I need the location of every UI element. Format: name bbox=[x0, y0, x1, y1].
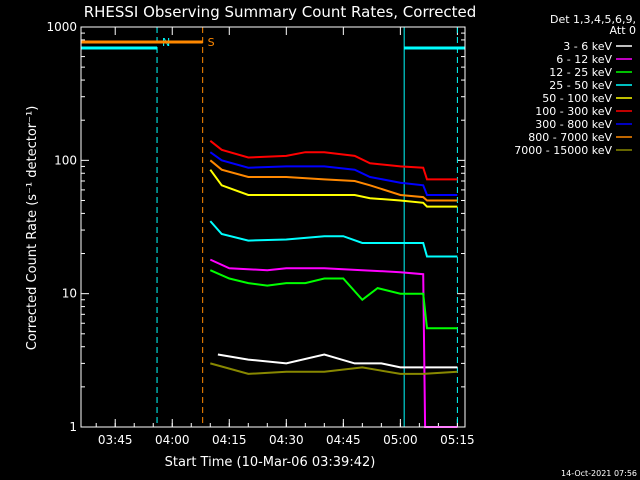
legend-label: 300 - 800 keV bbox=[535, 118, 612, 131]
x-tick-label: 05:15 bbox=[440, 433, 475, 447]
series-line bbox=[209, 169, 458, 208]
series-line bbox=[209, 258, 458, 428]
timestamp: 14-Oct-2021 07:56 bbox=[561, 469, 637, 478]
legend-label: 6 - 12 keV bbox=[556, 53, 612, 66]
legend-header: Att 0 bbox=[610, 24, 636, 37]
x-tick-label: 03:45 bbox=[98, 433, 133, 447]
legend-label: 12 - 25 keV bbox=[549, 66, 612, 79]
legend-label: 800 - 7000 keV bbox=[528, 131, 612, 144]
x-tick-label: 04:00 bbox=[155, 433, 190, 447]
x-tick-label: 05:00 bbox=[383, 433, 418, 447]
chart-title: RHESSI Observing Summary Count Rates, Co… bbox=[84, 3, 477, 21]
legend-label: 50 - 100 keV bbox=[542, 92, 612, 105]
plot-area: 1 10 100 1000 03:45 04:00 04:15 04:30 04:45 05:00… bbox=[46, 20, 474, 447]
legend-label: 25 - 50 keV bbox=[549, 79, 612, 92]
series-line bbox=[217, 353, 458, 369]
y-tick-label: 10 bbox=[62, 287, 77, 301]
y-tick-label: 100 bbox=[54, 153, 77, 167]
series-line bbox=[209, 151, 458, 196]
annotation-label: S bbox=[208, 36, 215, 49]
series-line bbox=[209, 269, 458, 330]
series-line bbox=[209, 159, 458, 202]
legend-label: 7000 - 15000 keV bbox=[514, 144, 612, 157]
legend-label: 3 - 6 keV bbox=[563, 40, 612, 53]
series-line bbox=[210, 362, 458, 375]
y-axis-label: Corrected Count Rate (s⁻¹ detector⁻¹) bbox=[25, 106, 40, 351]
x-tick-label: 04:30 bbox=[269, 433, 304, 447]
y-tick-label: 1 bbox=[69, 420, 77, 434]
x-tick-label: 04:15 bbox=[212, 433, 247, 447]
x-axis-label: Start Time (10-Mar-06 03:39:42) bbox=[165, 455, 376, 470]
legend-label: 100 - 300 keV bbox=[535, 105, 612, 118]
plot-frame bbox=[80, 26, 466, 428]
legend-header: Det 1,3,4,5,6,9, bbox=[550, 13, 636, 26]
series-line bbox=[209, 220, 458, 258]
y-tick-label: 1000 bbox=[46, 20, 77, 34]
series-line bbox=[209, 140, 458, 181]
x-tick-label: 04:45 bbox=[326, 433, 361, 447]
